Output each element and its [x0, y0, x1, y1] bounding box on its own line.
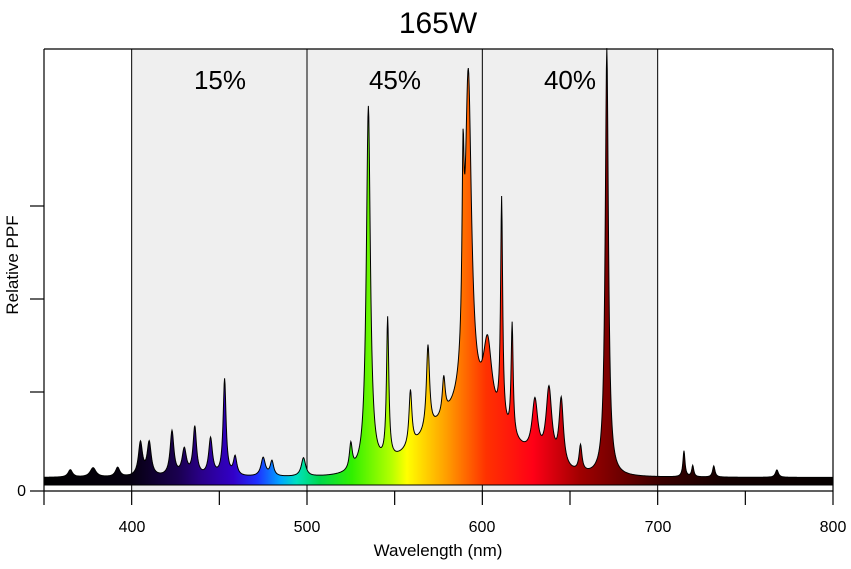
x-tick-label-700: 700 — [645, 519, 672, 536]
x-tick-label-800: 800 — [820, 519, 847, 536]
band-percent-green: 45% — [369, 65, 421, 95]
band-blue-region — [131, 49, 307, 491]
band-percent-red: 40% — [544, 65, 596, 95]
y-tick-marks — [30, 205, 44, 492]
x-axis-label: Wavelength (nm) — [374, 541, 503, 560]
x-tick-label-600: 600 — [469, 519, 496, 536]
spectrum-area — [43, 48, 834, 486]
x-tick-label-500: 500 — [294, 519, 321, 536]
x-tick-label-400: 400 — [119, 519, 146, 536]
x-tick-marks — [43, 491, 834, 505]
chart-title: 165W — [399, 7, 478, 40]
band-percent-blue: 15% — [194, 65, 246, 95]
y-tick-label-0: 0 — [17, 483, 26, 500]
y-axis-label: Relative PPF — [3, 215, 22, 314]
